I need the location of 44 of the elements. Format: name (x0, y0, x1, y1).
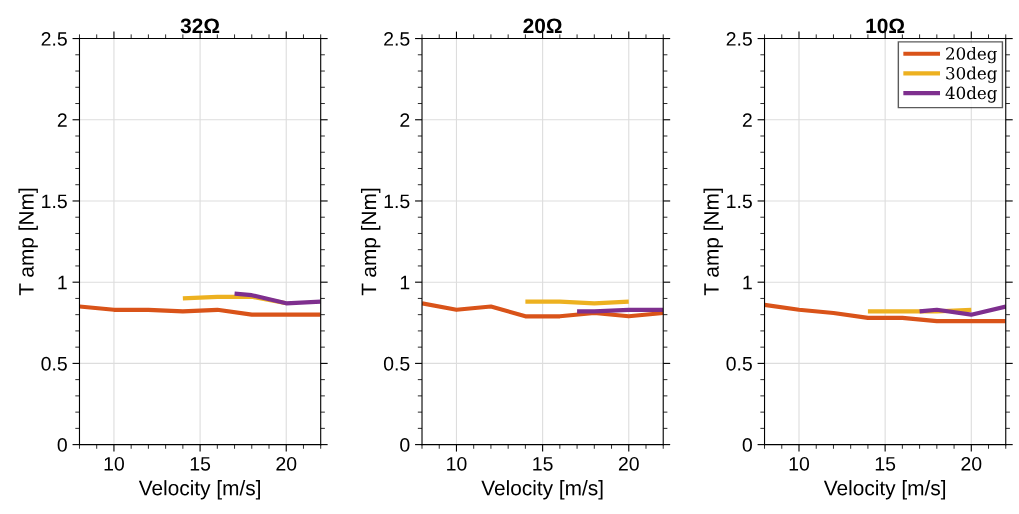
y-tick-label: 2.5 (726, 32, 752, 46)
y-tick-label: 0.5 (383, 356, 410, 371)
y-axis-title: T amp [Nm] (18, 188, 38, 296)
y-tick-label: 0 (400, 438, 410, 452)
x-axis-title: Velocity [m/s] (823, 480, 946, 500)
y-tick-label: 0.5 (41, 356, 67, 371)
line-series (232, 291, 321, 306)
y-tick-label: 1.5 (384, 194, 410, 209)
x-tick-label: 20 (618, 456, 639, 471)
legend-label: 20deg (946, 46, 997, 64)
y-tick-label: 1.5 (727, 194, 752, 209)
x-tick-label: 10 (104, 456, 124, 471)
y-tick-label: 2.5 (384, 32, 410, 46)
chart-title: 32Ω (180, 18, 220, 34)
y-tick-label: 1 (58, 275, 67, 290)
legend-label: 30deg (946, 66, 997, 83)
line-series (917, 304, 1006, 317)
y-tick-label: 1 (743, 275, 752, 290)
y-axis-title: T amp [Nm] (703, 188, 723, 296)
x-tick-label: 10 (447, 456, 467, 471)
line-series (764, 302, 1006, 324)
y-tick-label: 0.5 (726, 356, 752, 371)
chart-title: 10Ω (866, 18, 905, 34)
y-tick-label: 2 (57, 113, 67, 127)
y-tick-label: 0 (742, 438, 752, 452)
y-tick-label: 2.5 (41, 32, 67, 46)
chart-title: 20Ω (523, 18, 562, 34)
x-axis-title: Velocity [m/s] (481, 480, 603, 500)
y-tick-label: 2 (400, 113, 410, 127)
y-tick-label: 1.5 (42, 194, 67, 209)
x-tick-label: 15 (190, 457, 211, 471)
y-axis-title: T amp [Nm] (360, 188, 381, 296)
line-series (422, 301, 664, 319)
x-tick-label: 15 (533, 457, 553, 471)
x-axis-title: Velocity [m/s] (138, 480, 260, 500)
line-series (79, 304, 321, 317)
x-tick-label: 10 (789, 456, 810, 471)
y-tick-label: 0 (57, 438, 67, 452)
x-tick-label: 15 (875, 457, 896, 471)
y-tick-label: 1 (400, 275, 410, 290)
legend-label: 40deg (945, 86, 997, 103)
y-tick-label: 2 (742, 113, 752, 127)
x-tick-label: 20 (961, 456, 982, 471)
x-tick-label: 20 (276, 456, 297, 471)
